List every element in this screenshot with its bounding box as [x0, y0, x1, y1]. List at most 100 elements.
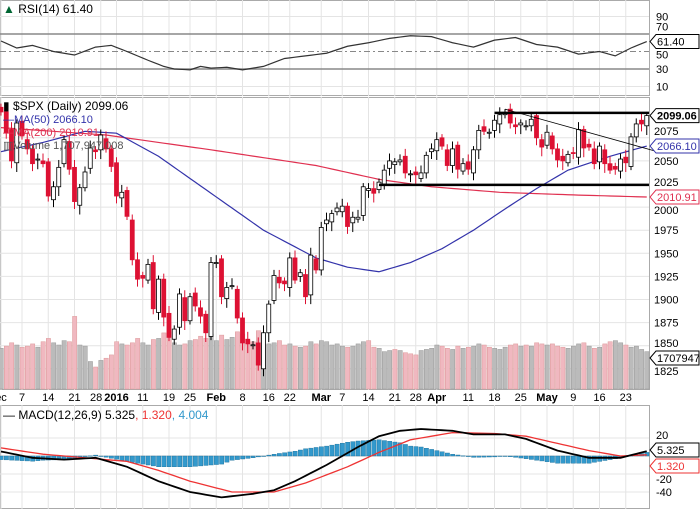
candle-body [628, 136, 634, 167]
macd-histogram-bar [187, 455, 193, 468]
candle-body [544, 131, 550, 146]
volume-bar [30, 343, 36, 390]
macd-histogram-bar [455, 454, 461, 457]
volume-bar [634, 345, 639, 390]
macd-histogram-bar [502, 455, 508, 457]
volume-bar [376, 348, 382, 390]
macd-histogram-bar [277, 453, 282, 457]
x-tick-label: 14 [42, 392, 54, 404]
candle-body [644, 115, 650, 127]
macd-histogram-bar [166, 455, 172, 468]
candle-body [618, 158, 623, 172]
macd-histogram-bar [250, 455, 256, 458]
candle-body [402, 155, 408, 174]
candle-body [72, 166, 77, 202]
volume-bar [424, 349, 429, 390]
candle-body [177, 293, 182, 328]
candle-body [98, 134, 104, 151]
candle-body [150, 262, 156, 310]
x-tick-label: 2016 [104, 392, 128, 404]
candle-body [345, 205, 350, 227]
volume-bar [177, 344, 183, 390]
volume-bar [387, 350, 393, 390]
candle-body [381, 169, 387, 185]
candle-body [198, 307, 203, 317]
ma200-line [0, 127, 647, 198]
candle-body [287, 257, 293, 288]
macd-histogram-bar [644, 452, 650, 457]
volume-bar [523, 344, 529, 390]
macd-histogram-bar [135, 455, 141, 464]
candle-body [51, 186, 56, 201]
volume-bar [623, 344, 629, 390]
x-tick-label: 9 [570, 392, 576, 404]
volume-bar [9, 342, 15, 390]
candle-body [450, 148, 455, 166]
volume-bar [418, 350, 424, 390]
volume-bar [145, 344, 151, 390]
candle-body [324, 219, 329, 225]
volume-bar [303, 345, 309, 390]
volume-bar [492, 348, 498, 390]
candle-body [602, 149, 608, 165]
macd-histogram-bar [298, 449, 303, 457]
ma50-legend: —MA(50) 2066.10 [3, 114, 93, 126]
volume-bar [392, 349, 398, 390]
volume-bar [25, 345, 30, 390]
volume-bar [555, 345, 561, 390]
candle-body [234, 288, 240, 319]
volume-bar [529, 345, 534, 390]
macd-histogram-bar [408, 445, 414, 457]
macd-histogram-bar [0, 455, 4, 460]
macd-histogram-bar [382, 440, 387, 457]
candle-body [633, 123, 639, 138]
candle-body [82, 171, 88, 189]
volume-bar [156, 338, 162, 390]
candle-body [523, 125, 529, 128]
macd-histogram-bar [219, 455, 225, 465]
x-tick-label: May [536, 392, 558, 404]
volume-bar [434, 344, 440, 390]
macd-histogram-bar [103, 455, 109, 458]
candle-icon: ▮ [3, 99, 10, 113]
macd-histogram-bar [266, 454, 272, 457]
candle-body [108, 148, 114, 167]
panel-frame-0 [0, 0, 650, 96]
candle-body [313, 258, 319, 271]
volume-bar [88, 361, 93, 390]
price-tick-label: 1900 [654, 295, 678, 307]
volume-bar [450, 349, 456, 390]
rsi-tick-label: 50 [656, 50, 668, 62]
x-tick-label: Apr [427, 392, 447, 404]
candle-body [292, 257, 298, 281]
x-tick-label: ec [0, 392, 7, 404]
volume-bar [439, 345, 445, 390]
macd-histogram-bar [130, 455, 135, 463]
volume-legend: ▥Volume 1,707,947,008 [3, 140, 124, 152]
x-tick-label: 28 [90, 392, 102, 404]
volume-icon: ▥ [3, 140, 14, 152]
candle-body [350, 216, 356, 224]
ma200-label: MA(200) 2010.91 [14, 127, 99, 139]
candle-body [261, 332, 266, 370]
volume-bar [371, 346, 377, 390]
volume-bar [602, 343, 608, 390]
macd-histogram-bar [4, 455, 9, 461]
candle-body [418, 172, 424, 179]
price-tick-label: 2050 [654, 156, 678, 168]
volume-bar [455, 345, 461, 390]
candle-body [119, 191, 125, 199]
macd-histogram-bar [487, 455, 492, 458]
candle-body [513, 124, 518, 128]
macd-histogram-bar [256, 455, 261, 458]
volume-bar [72, 316, 78, 390]
candle-body [9, 129, 14, 162]
candle-body [14, 122, 20, 164]
candle-body [282, 280, 287, 285]
candle-body [213, 262, 219, 264]
signal-line [0, 431, 647, 493]
candle-body [182, 297, 188, 322]
macd-histogram-bar [534, 455, 540, 461]
macd-histogram-bar [313, 447, 319, 457]
